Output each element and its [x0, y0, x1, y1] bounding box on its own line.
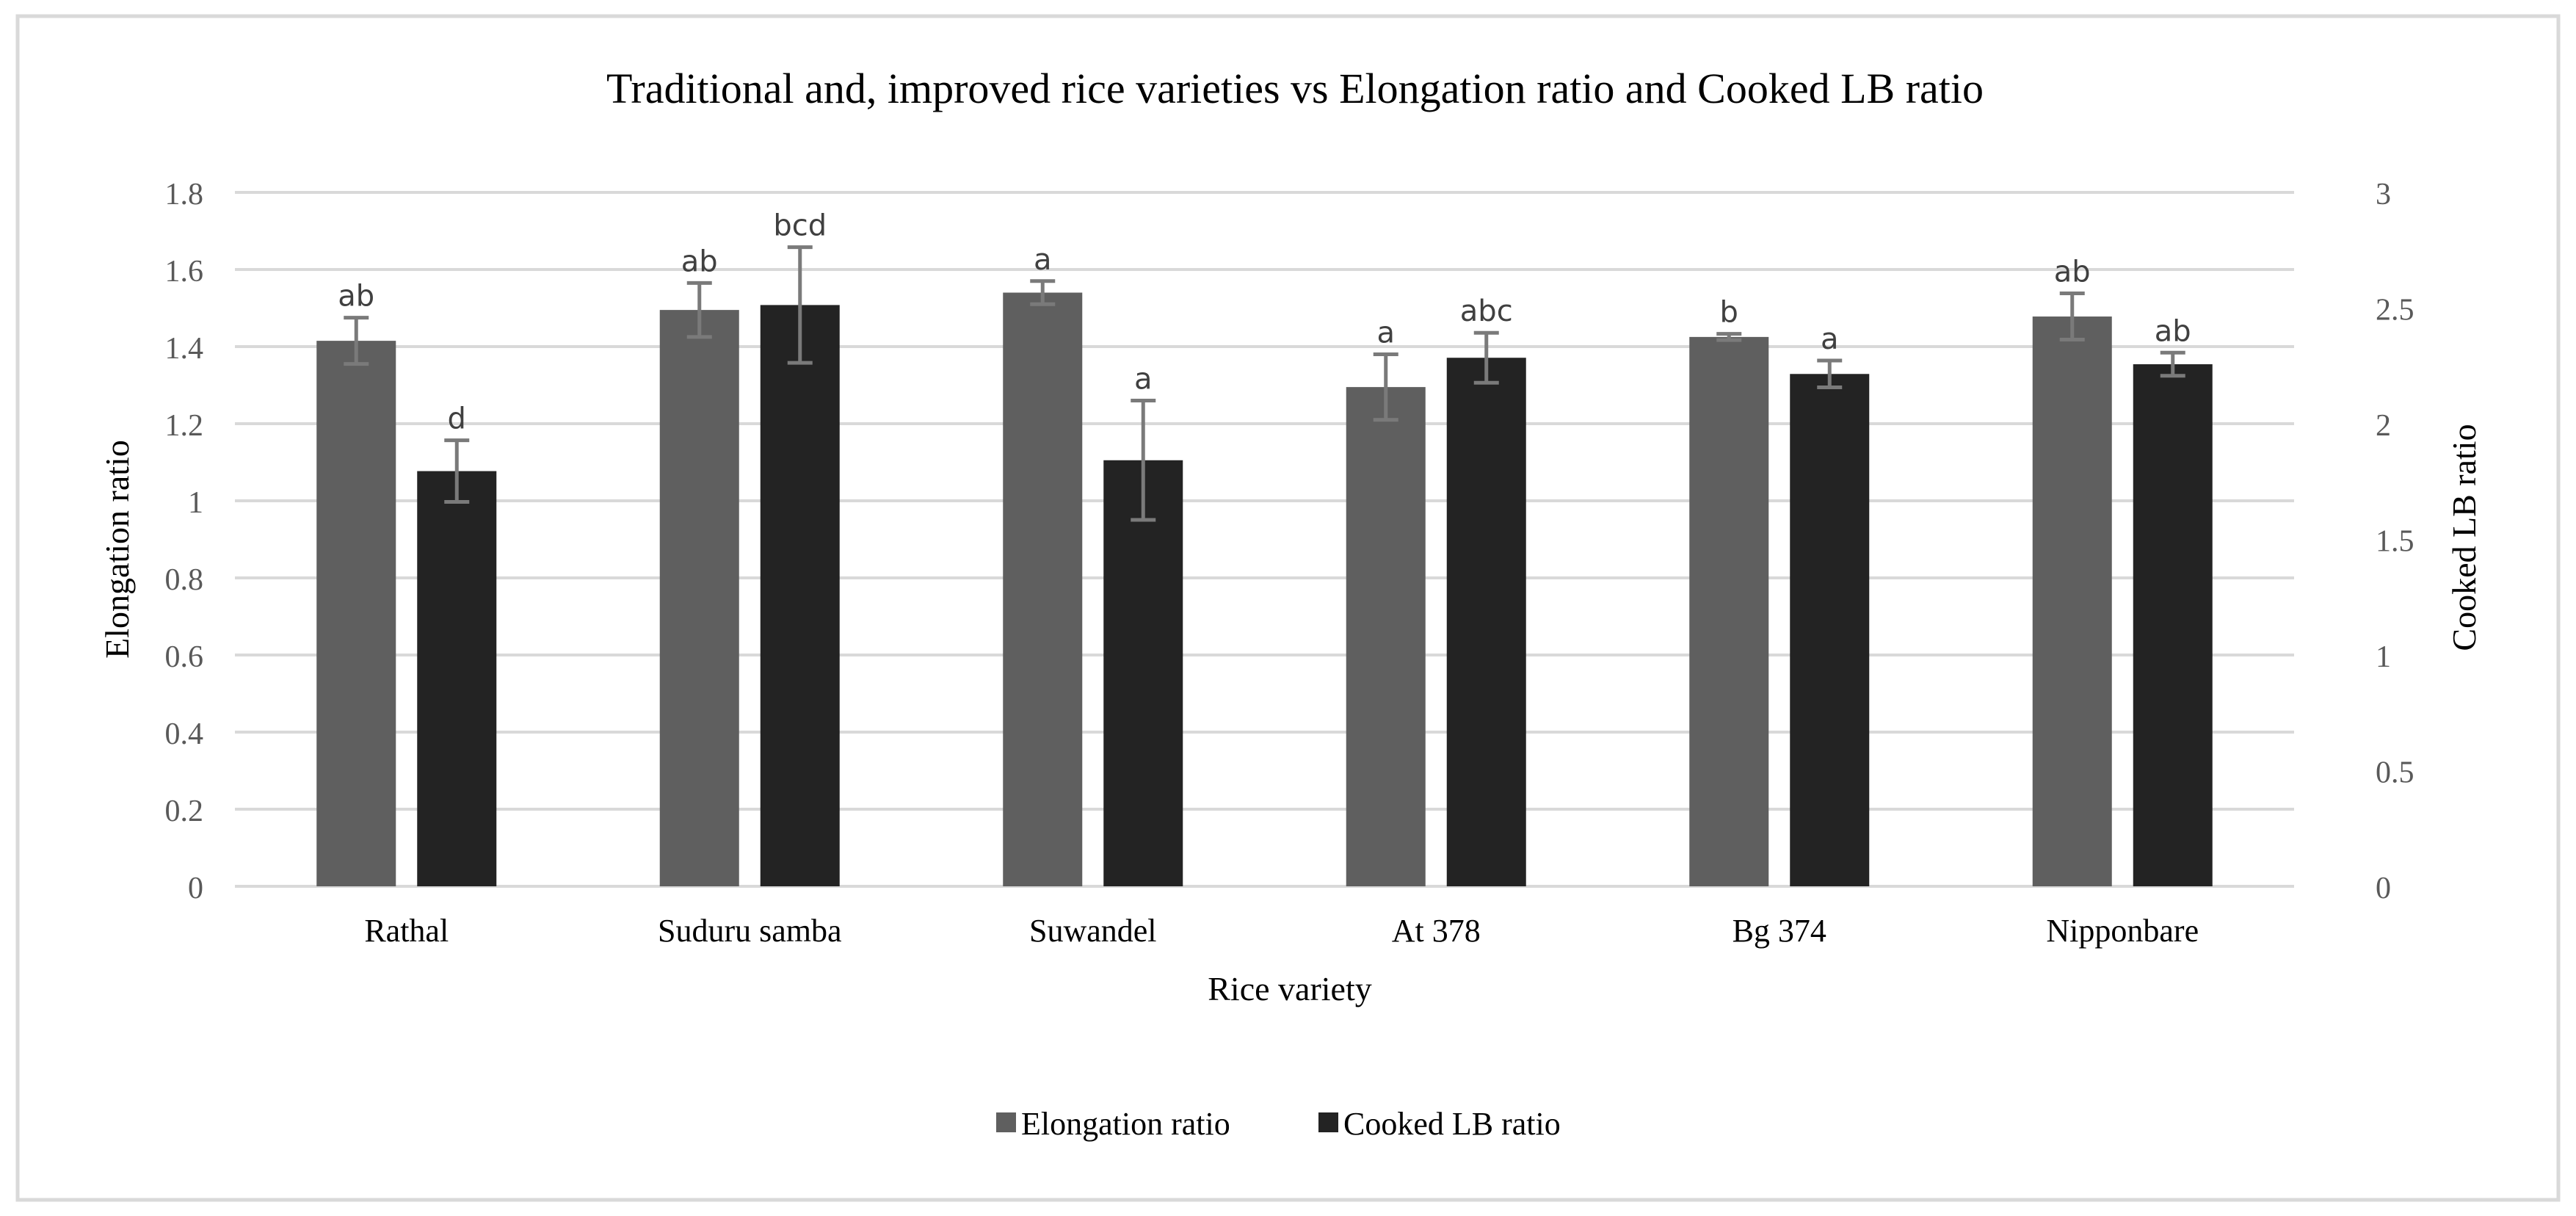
bar-cooked-lb	[760, 305, 840, 886]
legend-swatch-cooked-lb	[1318, 1112, 1338, 1132]
y2-tick-label: 3	[2376, 178, 2391, 211]
y-axis-title: Elongation ratio	[98, 440, 136, 659]
significance-letter: b	[1720, 296, 1738, 330]
significance-letter: a	[1821, 322, 1839, 356]
significance-letter: a	[1134, 363, 1153, 397]
bar-cooked-lb	[1103, 460, 1183, 886]
error-bar	[787, 245, 813, 365]
significance-letter: ab	[2054, 256, 2091, 289]
x-tick-label: Suwandel	[1029, 913, 1157, 949]
significance-letter: a	[1034, 243, 1052, 277]
gridlines	[235, 191, 2294, 888]
y2-tick-label: 0.5	[2376, 756, 2414, 790]
error-bar	[686, 281, 712, 339]
significance-letter: ab	[2155, 314, 2191, 348]
error-bar	[1030, 279, 1056, 306]
bar-cooked-lb	[1790, 374, 1870, 886]
chart-frame	[15, 14, 2561, 1202]
bar-elongation	[1346, 387, 1426, 886]
bar-cooked-lb	[1446, 358, 1526, 887]
y-tick-label: 0.4	[165, 717, 204, 751]
error-bar	[344, 316, 369, 366]
error-bar	[2160, 350, 2185, 378]
x-tick-label: Rathal	[364, 913, 449, 949]
y-tick-label: 1.2	[165, 409, 204, 443]
bar-elongation	[659, 310, 739, 886]
y-tick-label: 1.6	[165, 255, 204, 289]
bar-cooked-lb	[2133, 364, 2213, 886]
left-axis-ticks: 0 0.2 0.4 0.6 0.8 1 1.2 1.4 1.6 1.8	[165, 178, 204, 905]
error-bar	[1817, 358, 1843, 390]
y2-tick-label: 1.5	[2376, 525, 2414, 559]
right-axis-ticks: 0 0.5 1 1.5 2 2.5 3	[2376, 178, 2414, 905]
significance-letter: a	[1376, 316, 1395, 350]
y2-tick-label: 0	[2376, 872, 2391, 905]
legend-label-elongation: Elongation ratio	[1021, 1106, 1230, 1142]
bar-cooked-lb	[417, 471, 497, 886]
significance-letter: abc	[1460, 294, 1513, 328]
y2-tick-label: 2.5	[2376, 294, 2414, 327]
x-tick-label: At 378	[1392, 913, 1481, 949]
x-tick-label: Bg 374	[1733, 913, 1826, 949]
x-axis-title: Rice variety	[1208, 970, 1372, 1007]
error-bar	[444, 438, 470, 504]
bar-elongation	[1003, 292, 1083, 886]
y2-axis-title: Cooked LB ratio	[2445, 424, 2483, 651]
significance-letter: d	[448, 402, 466, 436]
significance-letters: ab d ab bcd a a a abc b a ab ab	[338, 209, 2191, 436]
y-tick-label: 0	[188, 872, 203, 905]
y-tick-label: 1	[188, 486, 203, 520]
y-tick-label: 0.6	[165, 640, 204, 674]
category-labels: Rathal Suduru samba Suwandel At 378 Bg 374 Ni…	[364, 913, 2199, 949]
x-tick-label: Nipponbare	[2046, 913, 2199, 949]
legend-label-cooked-lb: Cooked LB ratio	[1343, 1106, 1561, 1142]
y-tick-label: 1.8	[165, 178, 204, 211]
y-tick-label: 1.4	[165, 332, 204, 366]
y-tick-label: 0.8	[165, 563, 204, 597]
significance-letter: ab	[338, 280, 374, 314]
significance-letter: ab	[681, 245, 718, 278]
y2-tick-label: 2	[2376, 409, 2391, 443]
significance-letter: bcd	[773, 209, 827, 243]
x-tick-label: Suduru samba	[658, 913, 842, 949]
y2-tick-label: 1	[2376, 640, 2391, 674]
bar-elongation	[1689, 336, 1769, 886]
bar-elongation	[316, 341, 396, 886]
legend-swatch-elongation	[996, 1112, 1016, 1132]
error-bar	[1131, 399, 1156, 522]
bar-elongation	[2032, 316, 2112, 886]
chart-title: Traditional and, improved rice varieties…	[606, 65, 1984, 112]
error-bar	[1716, 332, 1742, 342]
y-tick-label: 0.2	[165, 795, 204, 828]
error-bar	[2059, 292, 2085, 342]
bars	[316, 292, 2213, 887]
error-bar	[1373, 352, 1398, 422]
legend: Elongation ratio Cooked LB ratio	[996, 1106, 1561, 1142]
error-bars	[344, 245, 2185, 522]
error-bar	[1473, 330, 1499, 385]
